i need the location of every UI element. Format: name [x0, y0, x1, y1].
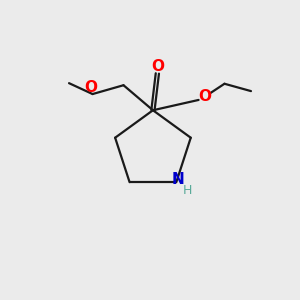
Text: O: O [199, 89, 212, 104]
Text: H: H [183, 184, 192, 197]
Text: O: O [152, 59, 164, 74]
Text: O: O [85, 80, 98, 95]
Text: N: N [171, 172, 184, 187]
